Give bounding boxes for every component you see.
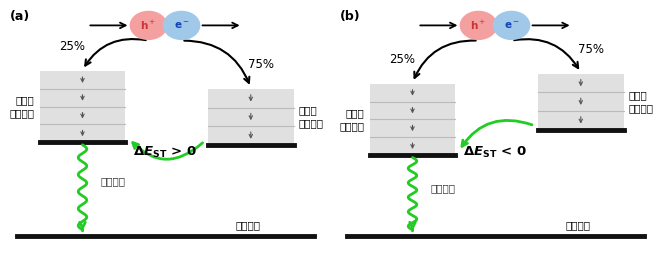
Circle shape (494, 11, 529, 39)
Text: 迟延荧光: 迟延荧光 (100, 177, 125, 187)
Text: e$^-$: e$^-$ (174, 20, 189, 31)
Text: h$^+$: h$^+$ (471, 19, 486, 32)
Circle shape (164, 11, 199, 39)
Bar (538, 74, 624, 130)
Text: (b): (b) (340, 10, 360, 23)
Bar (208, 89, 294, 145)
Text: 基底状态: 基底状态 (565, 220, 590, 230)
Text: 一重项
励起状态: 一重项 励起状态 (340, 108, 364, 131)
Circle shape (130, 11, 166, 39)
Text: 25%: 25% (389, 53, 416, 66)
Text: 75%: 75% (248, 58, 274, 71)
Circle shape (461, 11, 497, 39)
Text: 三重项
励起状态: 三重项 励起状态 (299, 105, 323, 129)
Text: $\bf{\Delta}$$\bfit{E}$$_{\bf{ST}}$ > 0: $\bf{\Delta}$$\bfit{E}$$_{\bf{ST}}$ > 0 (133, 145, 197, 160)
Text: $\bf{\Delta}$$\bfit{E}$$_{\bf{ST}}$ < 0: $\bf{\Delta}$$\bfit{E}$$_{\bf{ST}}$ < 0 (463, 145, 527, 160)
Text: 一重项
励起状态: 一重项 励起状态 (10, 95, 34, 118)
Text: 75%: 75% (578, 43, 604, 56)
Bar (40, 71, 125, 142)
Text: (a): (a) (10, 10, 30, 23)
Text: 25%: 25% (59, 40, 86, 53)
Text: e$^-$: e$^-$ (504, 20, 519, 31)
Text: 三重项
励起状态: 三重项 励起状态 (629, 90, 653, 113)
Text: h$^+$: h$^+$ (141, 19, 156, 32)
Bar (370, 84, 455, 155)
Text: 基底状态: 基底状态 (235, 220, 260, 230)
Text: 迟延荧光: 迟延荧光 (430, 183, 455, 193)
